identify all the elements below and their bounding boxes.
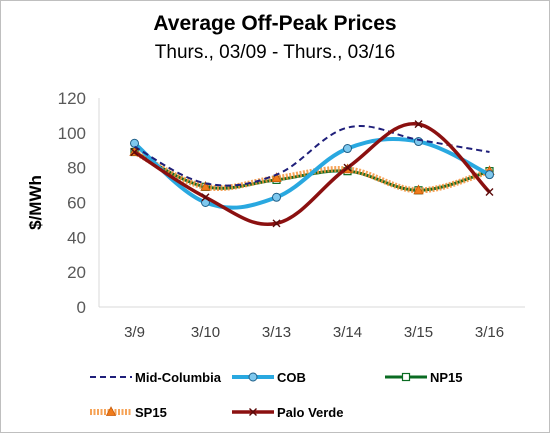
legend-label-sp15: SP15 bbox=[135, 405, 167, 420]
y-tick-label: 100 bbox=[58, 124, 86, 143]
x-tick-label: 3/13 bbox=[262, 324, 291, 341]
x-tick-labels: 3/9 3/10 3/13 3/14 3/15 3/16 bbox=[124, 324, 504, 341]
data-point-cob bbox=[343, 144, 352, 154]
legend: Mid-Columbia COB NP15 SP15 Palo Verde bbox=[90, 370, 463, 420]
data-point-sp15 bbox=[271, 172, 282, 183]
x-tick-label: 3/15 bbox=[404, 324, 433, 341]
legend-label-mid-columbia: Mid-Columbia bbox=[135, 370, 222, 385]
series-palo-verde bbox=[130, 120, 494, 228]
chart-subtitle: Thurs., 03/09 - Thurs., 03/16 bbox=[154, 42, 396, 63]
data-point-cob bbox=[272, 192, 281, 202]
legend-label-np15: NP15 bbox=[430, 370, 463, 385]
series-cob bbox=[130, 137, 494, 210]
x-tick-label: 3/14 bbox=[333, 324, 362, 341]
series-line-mid-columbia bbox=[134, 125, 490, 187]
legend-label-palo-verde: Palo Verde bbox=[277, 405, 343, 420]
y-tick-label: 20 bbox=[67, 263, 86, 282]
legend-marker-sp15 bbox=[105, 406, 117, 416]
legend-item-cob: COB bbox=[232, 370, 306, 385]
series-line-palo-verde bbox=[133, 122, 491, 227]
x-tick-label: 3/9 bbox=[124, 324, 145, 341]
y-tick-label: 80 bbox=[67, 159, 86, 178]
x-tick-label: 3/16 bbox=[475, 324, 504, 341]
data-point-palo-verde bbox=[485, 188, 494, 197]
legend-label-cob: COB bbox=[277, 370, 306, 385]
legend-marker-palo-verde bbox=[249, 408, 257, 416]
data-point-sp15 bbox=[413, 184, 424, 195]
data-point-palo-verde bbox=[272, 219, 281, 228]
y-tick-label: 40 bbox=[67, 228, 86, 247]
legend-item-mid-columbia: Mid-Columbia bbox=[90, 370, 222, 385]
data-point-palo-verde bbox=[414, 120, 423, 129]
data-point-palo-verde bbox=[130, 147, 139, 156]
data-point-cob bbox=[130, 138, 139, 148]
data-point-cob bbox=[485, 170, 494, 180]
y-tick-label: 60 bbox=[67, 194, 86, 213]
series-line-cob bbox=[133, 137, 491, 210]
data-point-sp15 bbox=[200, 180, 211, 191]
y-tick-label: 0 bbox=[77, 298, 86, 317]
legend-item-np15: NP15 bbox=[385, 370, 463, 385]
legend-marker-np15 bbox=[401, 372, 411, 382]
chart-title: Average Off-Peak Prices bbox=[153, 12, 397, 35]
y-axis-label: $/MWh bbox=[26, 175, 45, 230]
data-point-cob bbox=[414, 137, 423, 147]
y-tick-labels: 0 20 40 60 80 100 120 bbox=[58, 89, 86, 317]
series-group bbox=[129, 120, 495, 228]
series-mid-columbia bbox=[134, 125, 490, 187]
data-point-palo-verde bbox=[201, 193, 210, 202]
legend-item-sp15: SP15 bbox=[90, 405, 167, 420]
x-tick-label: 3/10 bbox=[191, 324, 220, 341]
legend-marker-cob bbox=[248, 372, 258, 382]
data-point-palo-verde bbox=[343, 163, 352, 172]
y-tick-label: 120 bbox=[58, 89, 86, 108]
legend-item-palo-verde: Palo Verde bbox=[232, 405, 343, 420]
